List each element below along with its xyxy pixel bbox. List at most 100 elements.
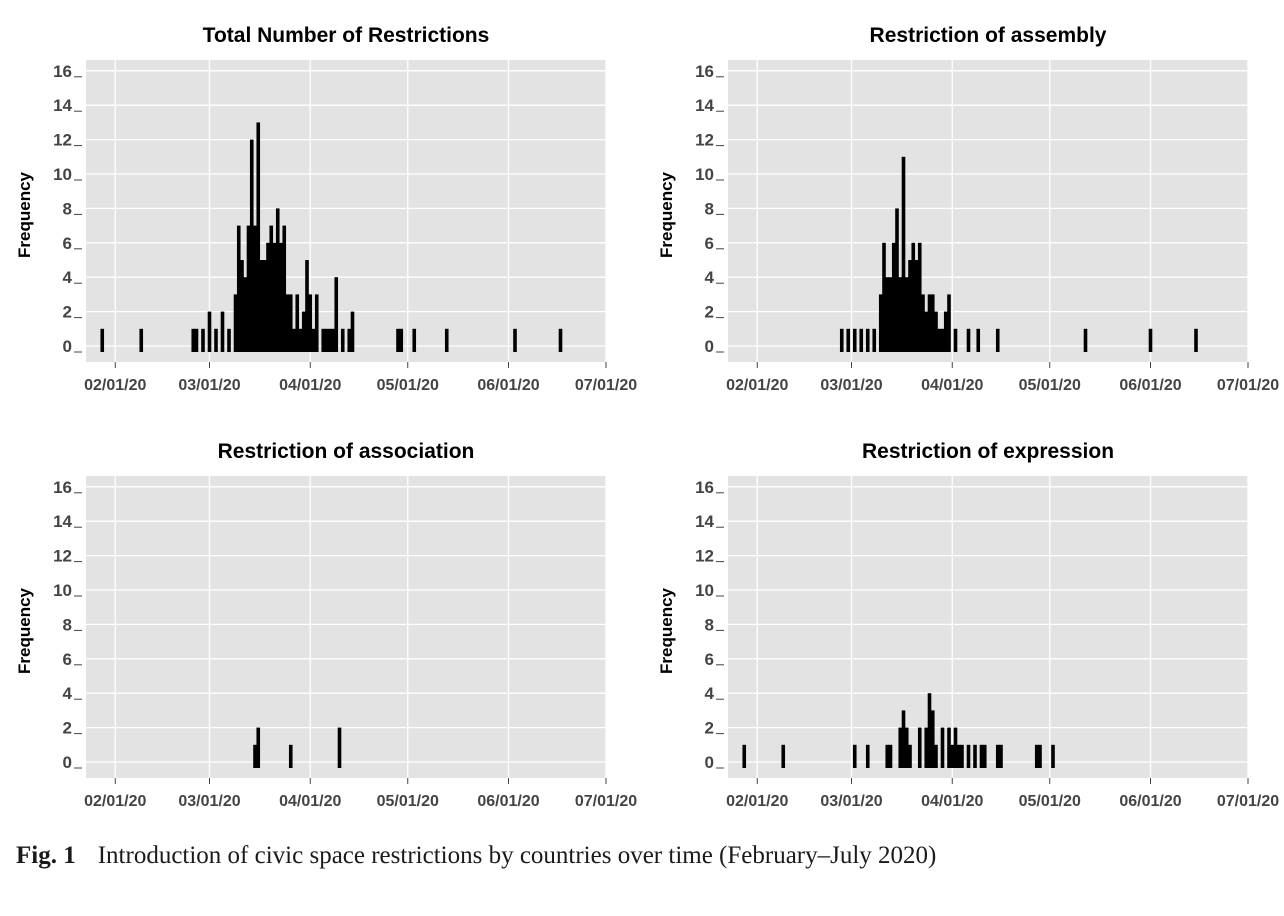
bar (347, 328, 352, 352)
y-tick-label: 8 (63, 615, 72, 634)
y-axis-label: Frequency (15, 171, 34, 258)
bar (927, 294, 932, 352)
chart-title: Restriction of association (218, 440, 475, 463)
bar (399, 328, 404, 352)
bar (285, 294, 290, 352)
bar (891, 242, 896, 352)
y-tick-label: 0 (63, 753, 72, 772)
bar (930, 710, 935, 768)
bar (947, 294, 951, 352)
bar (852, 328, 857, 352)
bar (256, 727, 261, 768)
bar (999, 744, 1003, 768)
bar (412, 328, 417, 352)
bar (924, 311, 929, 352)
bar (940, 328, 945, 352)
bar (898, 277, 903, 352)
bar (979, 744, 984, 768)
x-tick-label: 06/01/20 (477, 377, 539, 394)
y-tick-label: 14 (53, 512, 72, 531)
chart-expression: Restriction of expression Frequency 0 2 4 6 8 1… (657, 440, 1279, 810)
bar (895, 208, 899, 352)
x-tick-label: 03/01/20 (820, 377, 882, 394)
bar (934, 311, 938, 352)
y-tick-label: 8 (705, 199, 714, 218)
bar (227, 328, 231, 352)
y-tick-label: 0 (705, 337, 714, 356)
y-tick-label: 16 (53, 62, 72, 81)
bar (201, 328, 205, 352)
y-axis-label: Frequency (657, 587, 676, 674)
panel-expression: Restriction of expression Frequency 0 2 4 6 8 1… (642, 416, 1284, 826)
y-tick-label: 10 (695, 165, 714, 184)
bar (917, 242, 922, 352)
bar (901, 710, 906, 768)
bar (324, 328, 329, 352)
y-tick-label: 12 (695, 131, 714, 150)
x-tick-label: 07/01/20 (1217, 377, 1279, 394)
bar (934, 744, 938, 768)
bar (194, 328, 199, 352)
bar (742, 744, 747, 768)
bar (943, 311, 948, 352)
y-tick-label: 12 (53, 131, 72, 150)
bar (878, 294, 883, 352)
panel-assembly: Restriction of assembly Frequency 0 2 4 6 8 10 1… (642, 0, 1284, 410)
y-tick-label: 14 (695, 96, 714, 115)
y-tick-label: 12 (695, 547, 714, 566)
chart-title: Restriction of expression (862, 440, 1114, 463)
bar (214, 328, 218, 352)
bar (995, 328, 1000, 352)
y-tick-label: 2 (705, 303, 714, 322)
bar (904, 277, 909, 352)
bar (872, 328, 877, 352)
bar (513, 328, 517, 352)
bar (898, 727, 903, 768)
bar (272, 242, 277, 352)
bar (852, 744, 857, 768)
y-tick-label: 6 (705, 650, 714, 669)
y-axis-label: Frequency (657, 171, 676, 258)
chart-title: Total Number of Restrictions (203, 24, 490, 47)
y-axis-label: Frequency (15, 587, 34, 674)
bar (924, 727, 929, 768)
bar (859, 328, 864, 352)
bar (282, 225, 287, 352)
bar (888, 277, 893, 352)
bar (937, 328, 942, 352)
bar (865, 328, 870, 352)
bar (558, 328, 563, 352)
bar (240, 260, 244, 352)
y-tick-label: 16 (695, 62, 714, 81)
bar (960, 744, 964, 768)
bar (292, 328, 296, 352)
bar (888, 744, 893, 768)
figure-label: Fig. 1 (16, 842, 76, 869)
x-tick-label: 06/01/20 (477, 793, 539, 810)
bar (930, 294, 935, 352)
y-tick-label: 14 (695, 512, 714, 531)
bar (1148, 328, 1153, 352)
bar (982, 744, 987, 768)
bar (1051, 744, 1055, 768)
y-tick-label: 16 (695, 478, 714, 497)
x-tick-label: 07/01/20 (575, 377, 637, 394)
x-tick-label: 05/01/20 (377, 377, 439, 394)
y-tick-label: 2 (63, 303, 72, 322)
y-tick-label: 4 (63, 268, 73, 287)
x-tick-label: 05/01/20 (377, 793, 439, 810)
bar (1194, 328, 1198, 352)
bar (865, 744, 870, 768)
x-tick-label: 04/01/20 (279, 793, 341, 810)
y-tick-label: 8 (705, 615, 714, 634)
bar (350, 311, 355, 352)
y-tick-label: 4 (705, 684, 715, 703)
bar (940, 727, 945, 768)
y-tick-label: 16 (53, 478, 72, 497)
bar (904, 727, 909, 768)
y-tick-label: 0 (63, 337, 72, 356)
bar (966, 744, 971, 768)
x-tick-label: 02/01/20 (84, 793, 146, 810)
y-tick-label: 10 (53, 581, 72, 600)
bar (921, 294, 925, 352)
